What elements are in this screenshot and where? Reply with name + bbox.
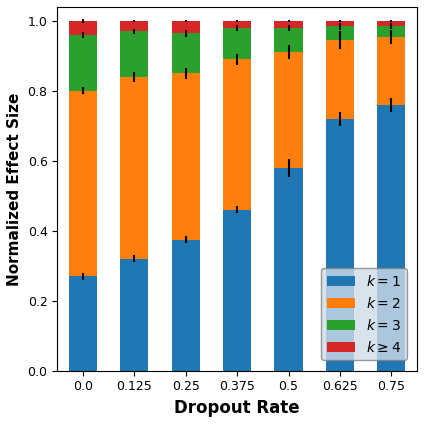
Legend: $k = 1$, $k = 2$, $k = 3$, $k \geq 4$: $k = 1$, $k = 2$, $k = 3$, $k \geq 4$: [321, 268, 407, 360]
Bar: [274, 53, 303, 168]
Bar: [274, 21, 303, 28]
Bar: [69, 21, 97, 35]
Bar: [172, 240, 200, 371]
X-axis label: Dropout Rate: Dropout Rate: [174, 399, 300, 417]
Bar: [326, 21, 354, 26]
Bar: [172, 73, 200, 240]
Bar: [377, 37, 405, 105]
Bar: [274, 28, 303, 53]
Bar: [326, 119, 354, 371]
Bar: [120, 31, 148, 77]
Bar: [172, 21, 200, 33]
Y-axis label: Normalized Effect Size: Normalized Effect Size: [7, 92, 22, 285]
Bar: [120, 77, 148, 259]
Bar: [223, 210, 251, 371]
Bar: [326, 26, 354, 40]
Bar: [69, 35, 97, 91]
Bar: [377, 21, 405, 26]
Bar: [223, 59, 251, 210]
Bar: [172, 33, 200, 73]
Bar: [69, 276, 97, 371]
Bar: [377, 26, 405, 37]
Bar: [274, 168, 303, 371]
Bar: [223, 21, 251, 28]
Bar: [223, 28, 251, 59]
Bar: [69, 91, 97, 276]
Bar: [120, 259, 148, 371]
Bar: [377, 105, 405, 371]
Bar: [326, 40, 354, 119]
Bar: [120, 21, 148, 31]
